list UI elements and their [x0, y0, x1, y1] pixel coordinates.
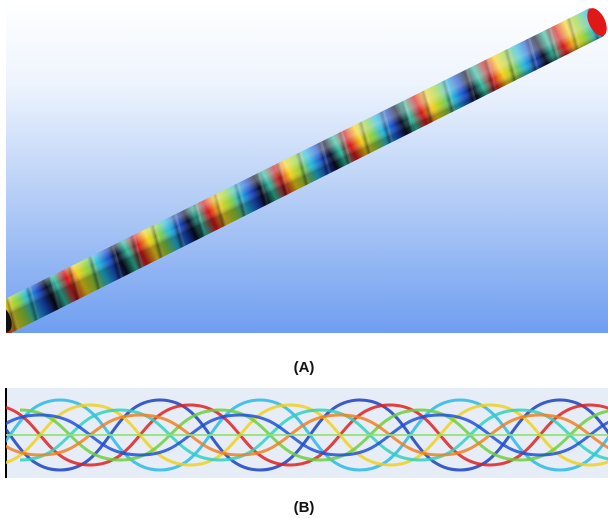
figure: (A) (B)	[0, 0, 608, 518]
panel-label: (A)	[294, 359, 315, 376]
panel-a	[0, 0, 608, 335]
page: {"panels": [{"label": "(A)"}, {"label": …	[0, 0, 608, 518]
panel-b	[0, 388, 608, 478]
panel-label: (B)	[294, 499, 315, 516]
streamlines	[0, 400, 608, 470]
